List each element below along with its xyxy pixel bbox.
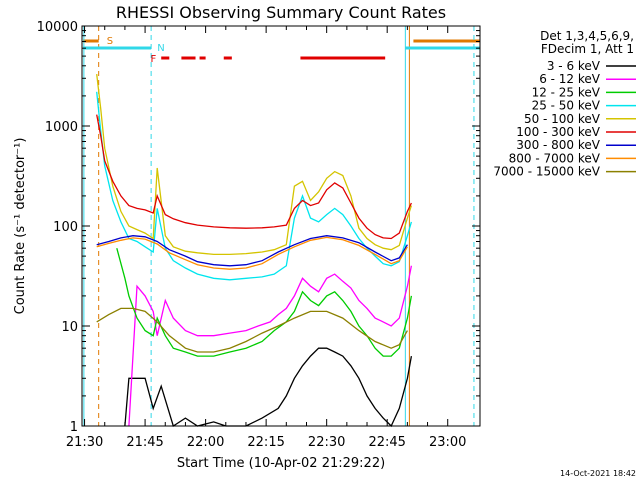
legend-label-5: 100 - 300 keV [516, 125, 600, 139]
series-line-8 [96, 307, 408, 353]
legend-label-6: 300 - 800 keV [516, 138, 600, 152]
legend-header-line-2: FDecim 1, Att 1 [541, 42, 634, 56]
y-tick-label: 10 [61, 320, 78, 335]
chart-title: RHESSI Observing Summary Count Rates [116, 3, 446, 22]
legend-header-line-1: Det 1,3,4,5,6,9, [540, 29, 634, 43]
legend-label-0: 3 - 6 keV [547, 59, 601, 73]
legend-label-4: 50 - 100 keV [524, 112, 601, 126]
series-line-7 [96, 236, 408, 270]
legend-label-7: 800 - 7000 keV [509, 151, 601, 165]
x-tick-label: 22:00 [187, 435, 224, 450]
legend-label-1: 6 - 12 keV [539, 72, 601, 86]
y-axis: 1 10 100 1000 10000 [37, 20, 480, 435]
series-line-5 [96, 114, 412, 240]
legend-label-8: 7000 - 15000 keV [493, 165, 600, 179]
x-axis-label: Start Time (10-Apr-02 21:29:22) [177, 456, 385, 471]
x-axis: 21:30 21:45 22:00 22:15 22:30 22:45 23:00 [66, 26, 466, 450]
y-tick-label: 100 [53, 220, 78, 235]
y-tick-label: 1 [70, 420, 78, 435]
y-tick-label: 10000 [37, 20, 78, 35]
footer-date: 14-Oct-2021 18:42 [560, 469, 636, 478]
series-line-2 [116, 248, 413, 357]
series-line-6 [96, 235, 408, 267]
x-tick-label: 21:45 [126, 435, 163, 450]
legend-label-3: 25 - 50 keV [532, 99, 601, 113]
x-tick-label: 23:00 [429, 435, 466, 450]
legend-label-2: 12 - 25 keV [532, 85, 601, 99]
series-line-4 [96, 74, 413, 256]
saa-flag-label: S [107, 36, 113, 47]
series-line-1 [128, 265, 413, 427]
x-tick-label: 21:30 [66, 435, 103, 450]
x-tick-label: 22:45 [368, 435, 405, 450]
x-tick-label: 22:15 [247, 435, 284, 450]
y-tick-label: 1000 [45, 120, 78, 135]
series-line-3 [96, 91, 413, 281]
y-axis-label: Count Rate (s⁻¹ detector⁻¹) [13, 138, 28, 315]
series-line-0 [124, 347, 413, 428]
flare-flag-label: F [150, 54, 156, 65]
night-flag-label: N [157, 43, 164, 54]
x-tick-label: 22:30 [308, 435, 345, 450]
plot-area: S NF [83, 26, 480, 428]
